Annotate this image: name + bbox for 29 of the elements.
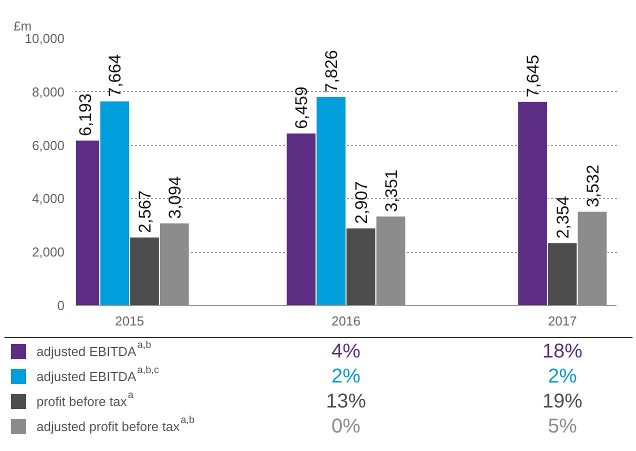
text: 2% [548,366,578,388]
data-label: 2,567 [136,190,155,233]
y-tick-label: 2,000 [32,244,65,260]
y-tick-label: 6,000 [32,138,65,153]
text: 19% [542,390,583,412]
data-label: 2,907 [352,181,371,224]
data-label: 7,826 [322,50,342,93]
text: 0% [332,416,361,438]
data-label: 3,094 [165,176,184,219]
y-tick-label: 4,000 [32,191,65,206]
y-tick-label: 8,000 [32,84,65,100]
data-label: 3,532 [583,164,602,208]
data-label: 7,645 [524,54,543,98]
data-label: 6,193 [76,94,95,136]
data-label: 3,351 [382,169,401,212]
x-tick-label: 2016 [332,314,360,328]
y-tick-label: 0 [57,298,65,313]
x-tick-label: 2015 [115,314,144,328]
text: 4% [332,340,361,362]
x-tick-label: 2017 [548,314,577,328]
y-tick-label: 10,000 [24,31,65,46]
text: 5% [548,416,578,438]
text: 2% [332,366,361,388]
data-label: 6,459 [292,86,312,130]
y-axis-title: £m [14,18,32,34]
text: 18% [542,340,583,362]
data-label: 7,664 [106,54,125,97]
data-label: 2,354 [553,196,572,239]
text: 13% [326,390,366,412]
